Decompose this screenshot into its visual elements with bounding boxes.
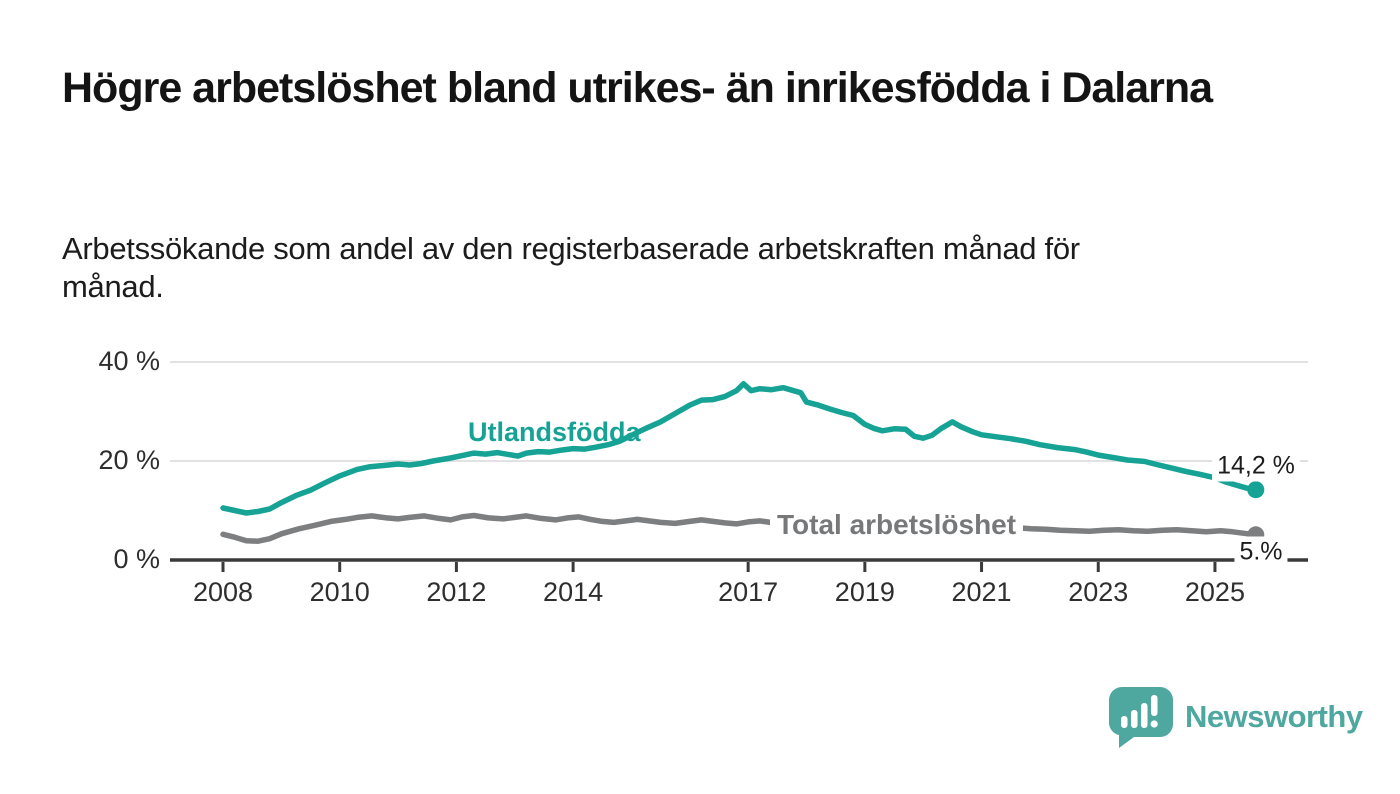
series-label-utlandsfodda: Utlandsfödda — [468, 417, 641, 447]
newsworthy-logo-icon — [1109, 687, 1173, 748]
end-value-label-total: 5.% — [1234, 536, 1288, 568]
x-axis-tick-label: 2012 — [426, 577, 487, 607]
x-axis-tick-label: 2023 — [1068, 577, 1129, 607]
series-label-total-arbetsloshet: Total arbetslöshet — [770, 509, 1024, 541]
y-axis-tick-label: 0 % — [113, 543, 160, 574]
x-axis-tick-label: 2014 — [543, 577, 604, 607]
x-axis-tick-label: 2025 — [1184, 577, 1245, 607]
x-axis: 2008 2010 2012 2014 2017 2019 2021 2023 2025 — [0, 577, 1400, 611]
x-axis-tick-label: 2008 — [192, 577, 254, 607]
x-axis-tick-label: 2019 — [834, 577, 895, 607]
x-axis-tick-label: 2021 — [951, 577, 1012, 607]
newsworthy-wordmark: Newsworthy — [1185, 699, 1363, 734]
y-axis-tick-label: 20 % — [98, 444, 160, 475]
x-axis-tick-label: 2010 — [309, 577, 370, 607]
y-axis: 0 % 20 % 40 % — [0, 0, 160, 640]
chart-title: Högre arbetslöshet bland utrikes- än inr… — [62, 64, 1213, 112]
y-axis-tick-label: 40 % — [98, 345, 160, 376]
end-value-label-utlandsfodda: 14,2 % — [1212, 450, 1300, 482]
chart-subtitle: Arbetssökande som andel av den registerb… — [62, 231, 1080, 305]
x-axis-tick-label: 2017 — [718, 577, 779, 607]
newsworthy-logo: Newsworthy — [1108, 686, 1363, 748]
